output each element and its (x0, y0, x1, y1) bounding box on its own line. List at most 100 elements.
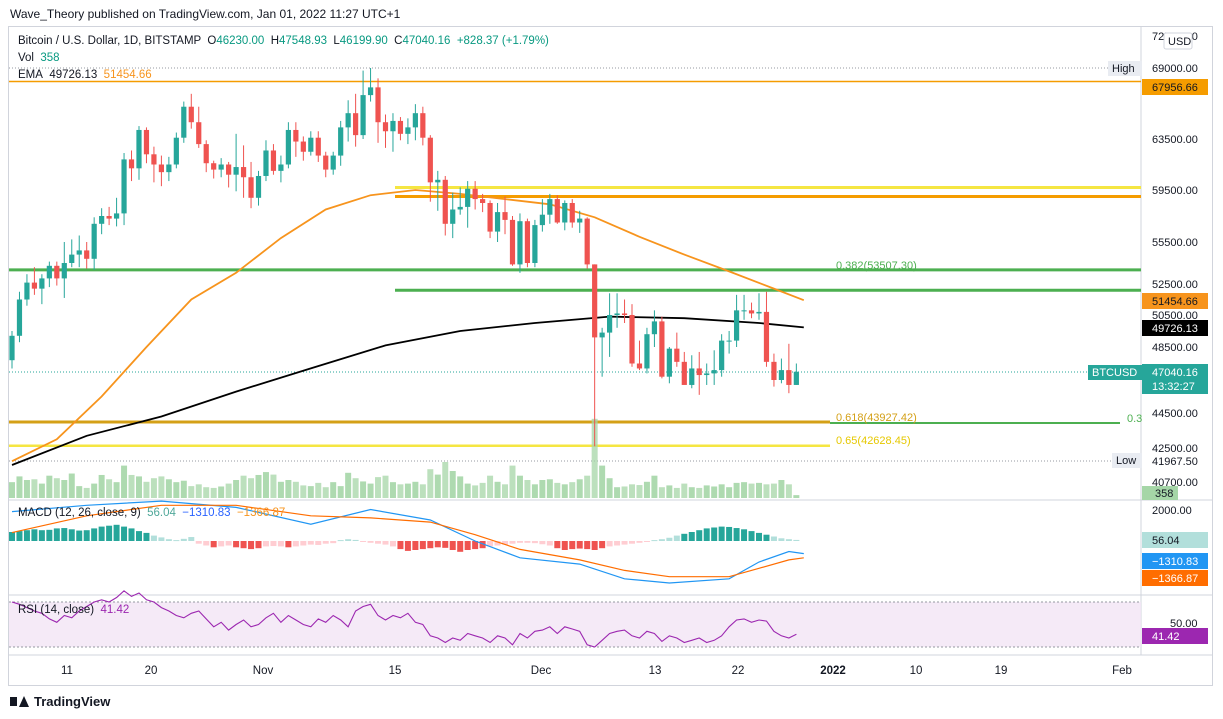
symbol-title: Bitcoin / U.S. Dollar, 1D, BITSTAMP (18, 35, 201, 47)
macd-hist-bar (352, 539, 359, 541)
macd-legend[interactable]: MACD (12, 26, close, 9) 56.04 −1310.83 −… (18, 507, 285, 519)
volume-bar (606, 478, 613, 498)
macd-hist-bar (531, 541, 538, 544)
low-value-tag-bg (1142, 453, 1208, 469)
macd-hist-bar (778, 538, 785, 541)
candle-body (375, 87, 381, 123)
volume-bar (83, 487, 90, 498)
last-price-tag: 47040.16 (1152, 367, 1198, 379)
volume-bar (629, 484, 636, 498)
candle-body (113, 213, 120, 219)
macd-hist-bar (16, 531, 23, 541)
volume-bar (135, 476, 142, 498)
ema-legend[interactable]: EMA 49726.13 51454.66 (18, 69, 152, 81)
price-tick-label: 42500.00 (1152, 443, 1198, 455)
macd-hist-bar (434, 541, 441, 548)
macd-hist-bar (233, 541, 240, 548)
macd-hist-bar (38, 530, 45, 541)
rsi-value: 41.42 (100, 604, 130, 616)
candle-body (629, 315, 635, 364)
candle-body (31, 282, 38, 289)
volume-bar (218, 486, 225, 498)
macd-hist-bar (31, 529, 38, 541)
macd-hist-bar (113, 524, 120, 541)
macd-hist-bar (412, 541, 419, 550)
candle-body (9, 335, 15, 361)
macd-hist-bar (195, 541, 202, 544)
rsi-legend[interactable]: RSI (14, close) 41.42 (18, 604, 129, 616)
volume-bar (322, 487, 329, 498)
macd-hist-bar (666, 537, 673, 541)
macd-hist-bar (629, 541, 636, 544)
volume-bar (404, 483, 411, 498)
volume-bar (614, 487, 621, 498)
volume-bar (531, 484, 538, 498)
macd-hist-bar (255, 541, 262, 549)
ohlc-o-value: 46230.00 (216, 35, 265, 47)
macd-hist-bar (210, 541, 217, 548)
volume-bar (733, 482, 740, 498)
candle-body (39, 278, 45, 289)
volume-bar (434, 474, 441, 498)
time-tick-label: 11 (61, 665, 73, 677)
macd-hist-bar (576, 541, 583, 549)
macd-hist-bar (494, 541, 501, 546)
candle-body (353, 113, 359, 136)
volume-bar (412, 481, 419, 498)
macd-hist-bar (83, 530, 90, 541)
volume-bar (165, 479, 172, 498)
resistance-price-tag: 67956.66 (1152, 82, 1198, 94)
macd-hist-bar (733, 528, 740, 541)
macd-hist-bar (188, 537, 195, 541)
macd-hist-bar (591, 541, 598, 550)
candle-body (270, 150, 277, 171)
candle-body (592, 264, 598, 338)
candle-body (166, 164, 172, 173)
macd-hist-bar (524, 541, 531, 543)
candle-body (741, 310, 747, 312)
candle-body (435, 179, 441, 183)
symbol-legend[interactable]: Bitcoin / U.S. Dollar, 1D, BITSTAMP O462… (18, 35, 549, 47)
candle-body (569, 203, 575, 223)
macd-hist-bar (479, 541, 486, 549)
macd-hist-bar (457, 541, 464, 552)
volume-bar (785, 484, 792, 498)
axis-labels: 0.382(53507.30) 0.618(43927.42) 0.65(42628… (836, 260, 1142, 447)
price-tick-label: 52500.00 (1152, 279, 1198, 291)
price-tick-label: 48500.00 (1152, 342, 1198, 354)
macd-hist-bar (763, 534, 770, 541)
candle-body (143, 129, 150, 155)
volume-legend[interactable]: Vol 358 (18, 52, 60, 64)
macd-line-path (11, 500, 804, 584)
candle-body (704, 373, 710, 376)
macd-hist-bar (91, 528, 98, 541)
macd-hist-bar (360, 541, 367, 542)
macd-hist-bar (9, 532, 15, 541)
macd-hist-bar (23, 530, 30, 541)
volume-bar (106, 479, 113, 498)
candle-body (651, 321, 658, 335)
volume-bar (128, 474, 135, 498)
macd-signal-tag: −1366.87 (1152, 573, 1198, 585)
volume-bar (509, 465, 516, 498)
macd-hist-bar (599, 541, 606, 549)
macd-hist-bar (135, 531, 142, 541)
volume-bar (584, 475, 591, 498)
footer-brand[interactable]: TradingView (10, 694, 110, 709)
volume-bar (195, 484, 202, 498)
macd-hist-bar (449, 541, 456, 550)
macd-hist-bar (770, 536, 777, 541)
volume-bar (360, 481, 367, 498)
macd-line-tag: −1310.83 (1152, 556, 1198, 568)
candle-body (330, 155, 336, 170)
volume-bar (292, 481, 299, 498)
volume-bar (143, 481, 150, 498)
candle-body (226, 164, 232, 175)
candle-body (397, 120, 404, 134)
macd-hist-bar (726, 526, 733, 541)
volume-bar (643, 481, 650, 498)
macd-hist-tag: 56.04 (1152, 535, 1180, 547)
macd-hist-bar (315, 541, 322, 545)
volume-bar (569, 482, 576, 498)
